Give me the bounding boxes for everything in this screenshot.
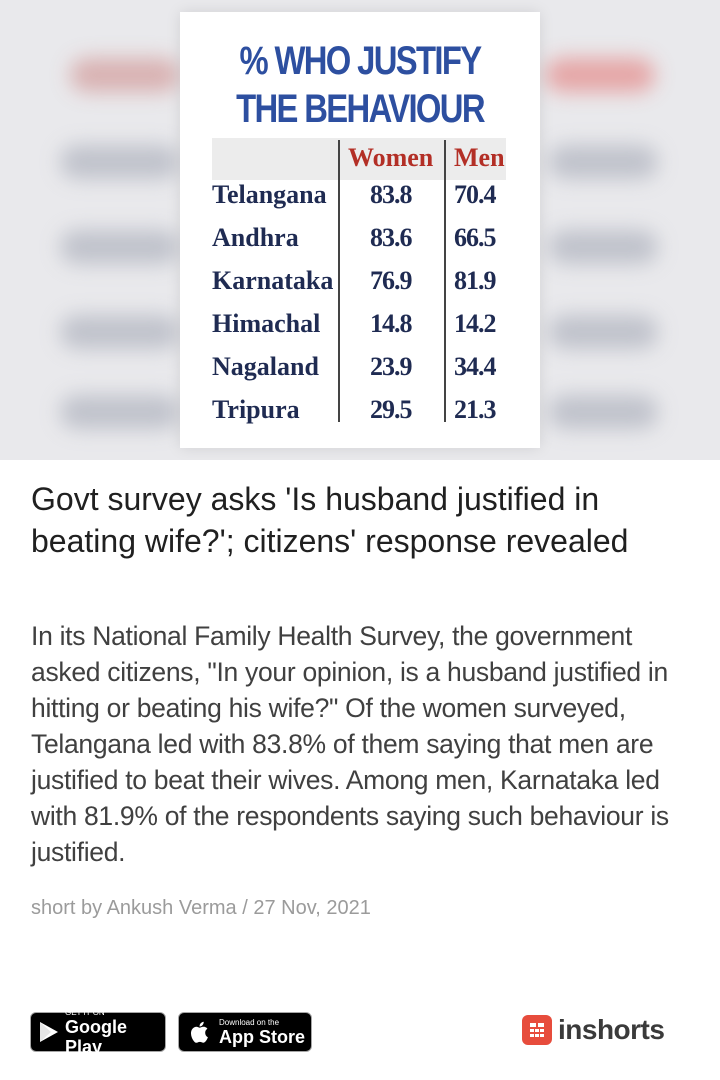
app-store-small: Download on the <box>219 1017 280 1027</box>
column-divider <box>338 140 340 422</box>
app-store-big: App Store <box>219 1026 306 1047</box>
infographic-title: % WHO JUSTIFY <box>239 39 482 83</box>
inshorts-wordmark: inshorts <box>558 1014 665 1045</box>
inshorts-logo-icon <box>522 1015 552 1045</box>
table-row-women: 29.5 <box>370 395 412 424</box>
table-row-women: 76.9 <box>370 266 412 295</box>
blurred-background <box>60 230 180 264</box>
blurred-background <box>70 58 180 92</box>
play-triangle-icon <box>39 1021 59 1043</box>
infographic-card: % WHO JUSTIFY THE BEHAVIOUR Women Men Te… <box>180 12 540 448</box>
table-row-state: Tripura <box>212 395 300 424</box>
table-row-state: Himachal <box>212 309 321 338</box>
infographic-title: THE BEHAVIOUR <box>236 87 485 131</box>
blurred-background <box>545 58 655 92</box>
table-row-men: 66.5 <box>454 223 496 252</box>
article-image: % WHO JUSTIFY THE BEHAVIOUR Women Men Te… <box>0 0 720 460</box>
app-store-text: Download on the App Store <box>219 1018 305 1047</box>
blurred-background <box>548 230 658 264</box>
table-row-state: Karnataka <box>212 266 334 295</box>
blurred-background <box>548 315 658 349</box>
table-row-men: 70.4 <box>454 180 496 209</box>
inshorts-brand[interactable]: inshorts <box>522 1014 665 1046</box>
column-header-men: Men <box>454 143 505 172</box>
blurred-background <box>60 145 180 179</box>
column-header-women: Women <box>348 143 434 172</box>
apple-icon <box>191 1020 211 1044</box>
article-headline[interactable]: Govt survey asks 'Is husband justified i… <box>31 481 629 559</box>
table-row-women: 23.9 <box>370 352 412 381</box>
blurred-background <box>548 145 658 179</box>
table-row-state: Nagaland <box>212 352 319 381</box>
app-store-button[interactable]: Download on the App Store <box>178 1012 312 1052</box>
table-row-men: 34.4 <box>454 352 496 381</box>
article-byline[interactable]: short by Ankush Verma / 27 Nov, 2021 <box>31 897 371 919</box>
table-row-men: 21.3 <box>454 395 496 424</box>
google-play-small: GET IT ON <box>65 1007 105 1017</box>
table-row-state: Andhra <box>212 223 299 252</box>
table-row-women: 83.8 <box>370 180 412 209</box>
column-divider <box>444 140 446 422</box>
blurred-background <box>548 395 658 429</box>
table-row-state: Telangana <box>212 180 327 209</box>
table-row-men: 14.2 <box>454 309 496 338</box>
table-row-women: 14.8 <box>370 309 412 338</box>
table-row-men: 81.9 <box>454 266 496 295</box>
google-play-button[interactable]: GET IT ON Google Play <box>30 1008 166 1057</box>
google-play-big: Google Play <box>65 1016 127 1057</box>
table-header <box>212 138 506 180</box>
table-row-women: 83.6 <box>370 223 412 252</box>
blurred-background <box>60 315 180 349</box>
google-play-text: GET IT ON Google Play <box>65 1008 165 1057</box>
article-body: In its National Family Health Survey, th… <box>31 621 669 867</box>
blurred-background <box>60 395 180 429</box>
